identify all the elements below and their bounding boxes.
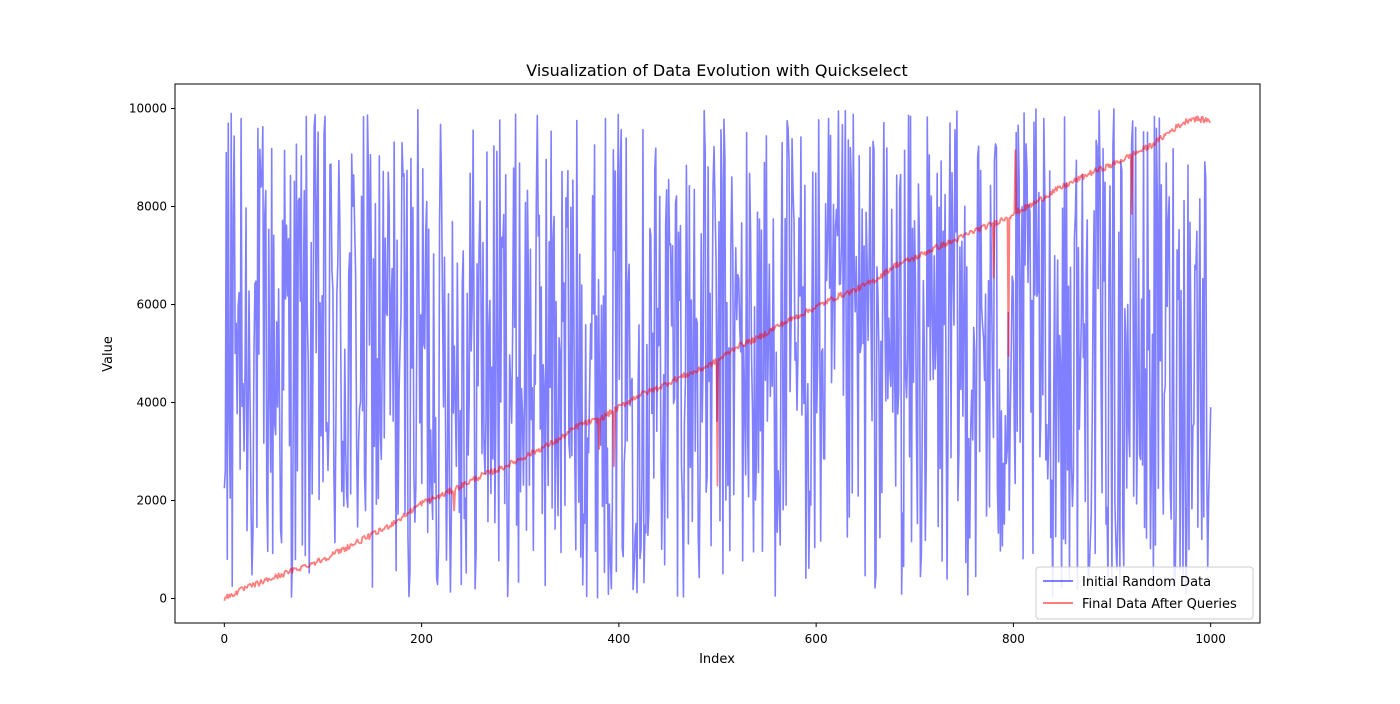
x-axis-label: Index — [699, 652, 735, 667]
x-tick-label: 400 — [607, 632, 630, 646]
x-tick-label: 600 — [805, 632, 828, 646]
x-tick-label: 0 — [220, 632, 228, 646]
y-tick-label: 6000 — [136, 298, 167, 312]
legend: Initial Random Data Final Data After Que… — [1035, 566, 1254, 620]
legend-box — [1035, 566, 1254, 620]
chart-title: Visualization of Data Evolution with Qui… — [526, 61, 907, 80]
legend-label-initial: Initial Random Data — [1082, 575, 1211, 590]
y-axis-label: Value — [101, 336, 116, 372]
y-tick-label: 0 — [159, 592, 167, 606]
y-tick-label: 10000 — [129, 102, 167, 116]
x-tick-label: 800 — [1002, 632, 1025, 646]
y-tick-label: 8000 — [136, 200, 167, 214]
series-line-final-data-after-queries — [223, 115, 1211, 601]
axes-frame — [174, 83, 1261, 624]
y-tick-label: 4000 — [136, 396, 167, 410]
legend-label-final: Final Data After Queries — [1082, 597, 1237, 612]
x-tick-label: 1000 — [1195, 632, 1226, 646]
x-tick-label: 200 — [410, 632, 433, 646]
y-tick-label: 2000 — [136, 494, 167, 508]
